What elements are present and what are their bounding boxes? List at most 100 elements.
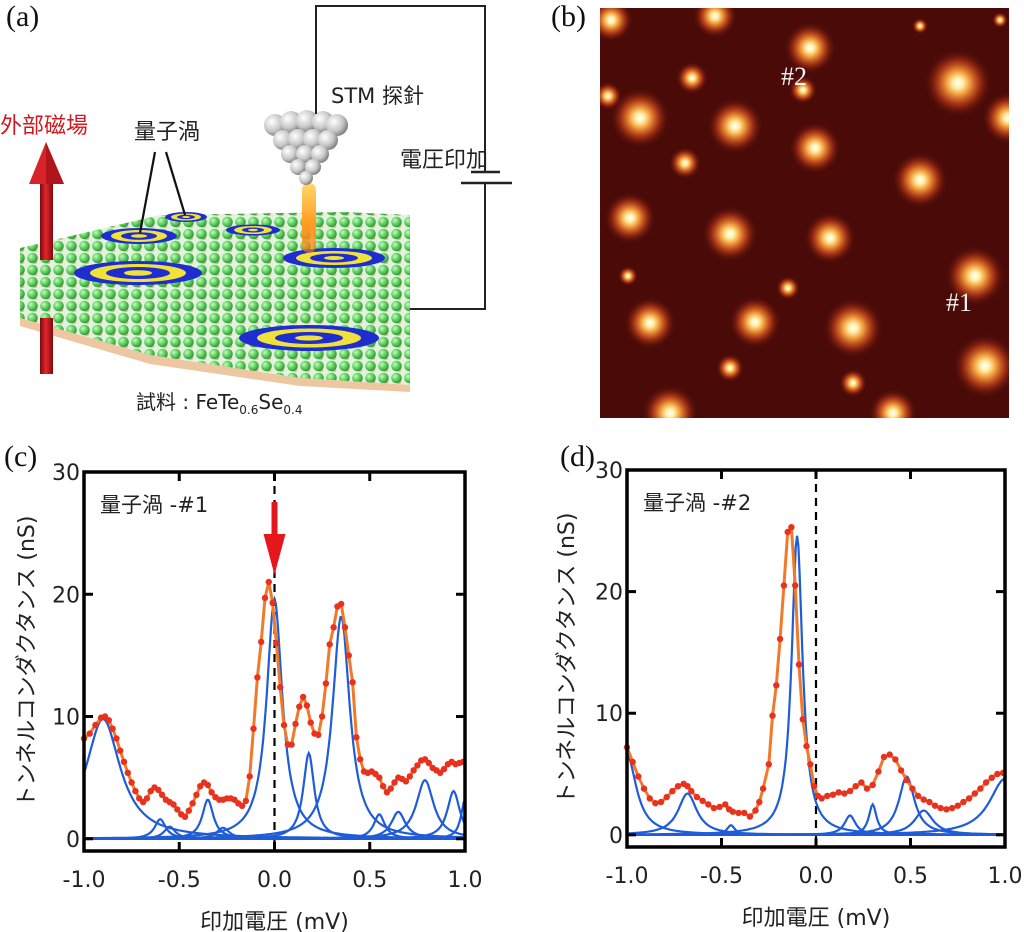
x-axis-label: 印加電圧 (mV) (200, 910, 349, 932)
vortex-spot (676, 62, 708, 94)
data-point (897, 767, 905, 774)
data-point (158, 791, 166, 798)
zero-mode-arrow-shaft (271, 502, 278, 542)
circuit-wire (315, 5, 486, 172)
vortex-spot (789, 122, 841, 174)
vortex-spot (624, 297, 676, 349)
data-point (86, 730, 93, 737)
data-point (124, 769, 131, 776)
y-tick-label: 20 (52, 583, 80, 608)
data-point (330, 624, 337, 631)
sample-prefix: 試料 : FeTe (136, 390, 240, 414)
panel-c-label: (c) (4, 440, 38, 473)
data-point (705, 801, 712, 808)
tunneling-current-beam (302, 183, 316, 253)
y-axis-label: トンネルコンダクタンス (nS) (15, 516, 40, 808)
data-point (128, 779, 135, 786)
data-point (971, 790, 978, 797)
data-point (735, 809, 742, 817)
data-point (277, 684, 284, 691)
circuit-wire (410, 183, 486, 310)
vortex-ring (283, 248, 385, 268)
data-point (132, 787, 139, 795)
data-point (841, 790, 848, 797)
vortex-spot (669, 147, 701, 179)
vortex-spot (600, 8, 633, 42)
data-point (684, 783, 691, 790)
vortex-spot (776, 276, 800, 300)
vortex-spots (600, 8, 1009, 418)
data-point (193, 791, 200, 798)
data-point (994, 770, 1001, 778)
data-point (204, 781, 211, 789)
data-point (280, 721, 288, 729)
data-point (903, 776, 910, 784)
vortex-spot (610, 88, 670, 148)
vortex-ring (74, 261, 202, 285)
data-point (391, 779, 398, 786)
data-point (345, 652, 352, 659)
data-point (92, 721, 99, 729)
data-point (988, 774, 995, 781)
data-point (353, 734, 360, 741)
data-point (379, 783, 387, 790)
vortex-annotation: 量子渦 -#1 (100, 493, 208, 517)
data-point (288, 741, 295, 748)
data-point (113, 735, 120, 742)
data-point (765, 761, 772, 768)
vortex-spot (982, 92, 1009, 144)
chart-c-vortex-1: -1.0 -0.5 0.0 0.5 1.0 0 10 20 30 印加電圧 (mV) トンネルコンダ… (15, 461, 483, 932)
data-point (773, 682, 780, 689)
data-point (657, 798, 665, 806)
data-point (688, 787, 695, 795)
vortex-spot (618, 266, 638, 286)
vortex-spot (869, 389, 917, 418)
data-point (663, 793, 670, 801)
y-tick-label: 0 (609, 824, 623, 849)
data-point (208, 789, 215, 796)
vortex-spot (912, 18, 928, 34)
vortex-pointer-line (164, 151, 187, 216)
y-tick-label: 10 (52, 706, 80, 731)
data-point (931, 802, 939, 809)
data-point (829, 791, 837, 798)
data-point (795, 661, 803, 668)
stm-tip-label: STM 探針 (331, 84, 424, 108)
data-point (652, 800, 659, 807)
data-point (269, 599, 276, 606)
data-point (414, 762, 421, 769)
data-point (341, 624, 349, 631)
data-point (965, 795, 973, 802)
data-point (299, 693, 307, 701)
vortex-annotation: 量子渦 -#2 (643, 491, 751, 515)
data-point (318, 713, 326, 720)
panel-a-illustration (20, 5, 512, 392)
vortex-spot (784, 22, 836, 74)
vortex-spot (924, 49, 992, 117)
x-tick-label: -1.0 (63, 868, 106, 893)
vortex-spot (945, 246, 1005, 306)
data-point (170, 801, 177, 808)
data-point (948, 804, 956, 812)
vortex-1-label: #1 (946, 288, 972, 317)
y-tick-label: 20 (595, 581, 623, 606)
data-point (189, 800, 196, 807)
data-point (943, 806, 950, 813)
data-point (322, 680, 330, 687)
data-point (143, 795, 151, 802)
vortex-spot (892, 152, 948, 208)
data-point (440, 765, 448, 773)
data-point (349, 679, 356, 686)
data-point (824, 792, 831, 800)
vortex-2-label: #2 (781, 62, 807, 91)
data-point (185, 807, 192, 814)
data-point (646, 795, 653, 802)
data-point (880, 753, 888, 761)
data-point (982, 779, 990, 786)
x-tick-label: -1.0 (606, 864, 649, 889)
data-point (425, 759, 432, 767)
data-point (174, 806, 181, 813)
data-point (776, 635, 784, 643)
x-axis-label: 印加電圧 (mV) (742, 906, 891, 931)
magnetic-field-arrow-icon (29, 142, 64, 374)
